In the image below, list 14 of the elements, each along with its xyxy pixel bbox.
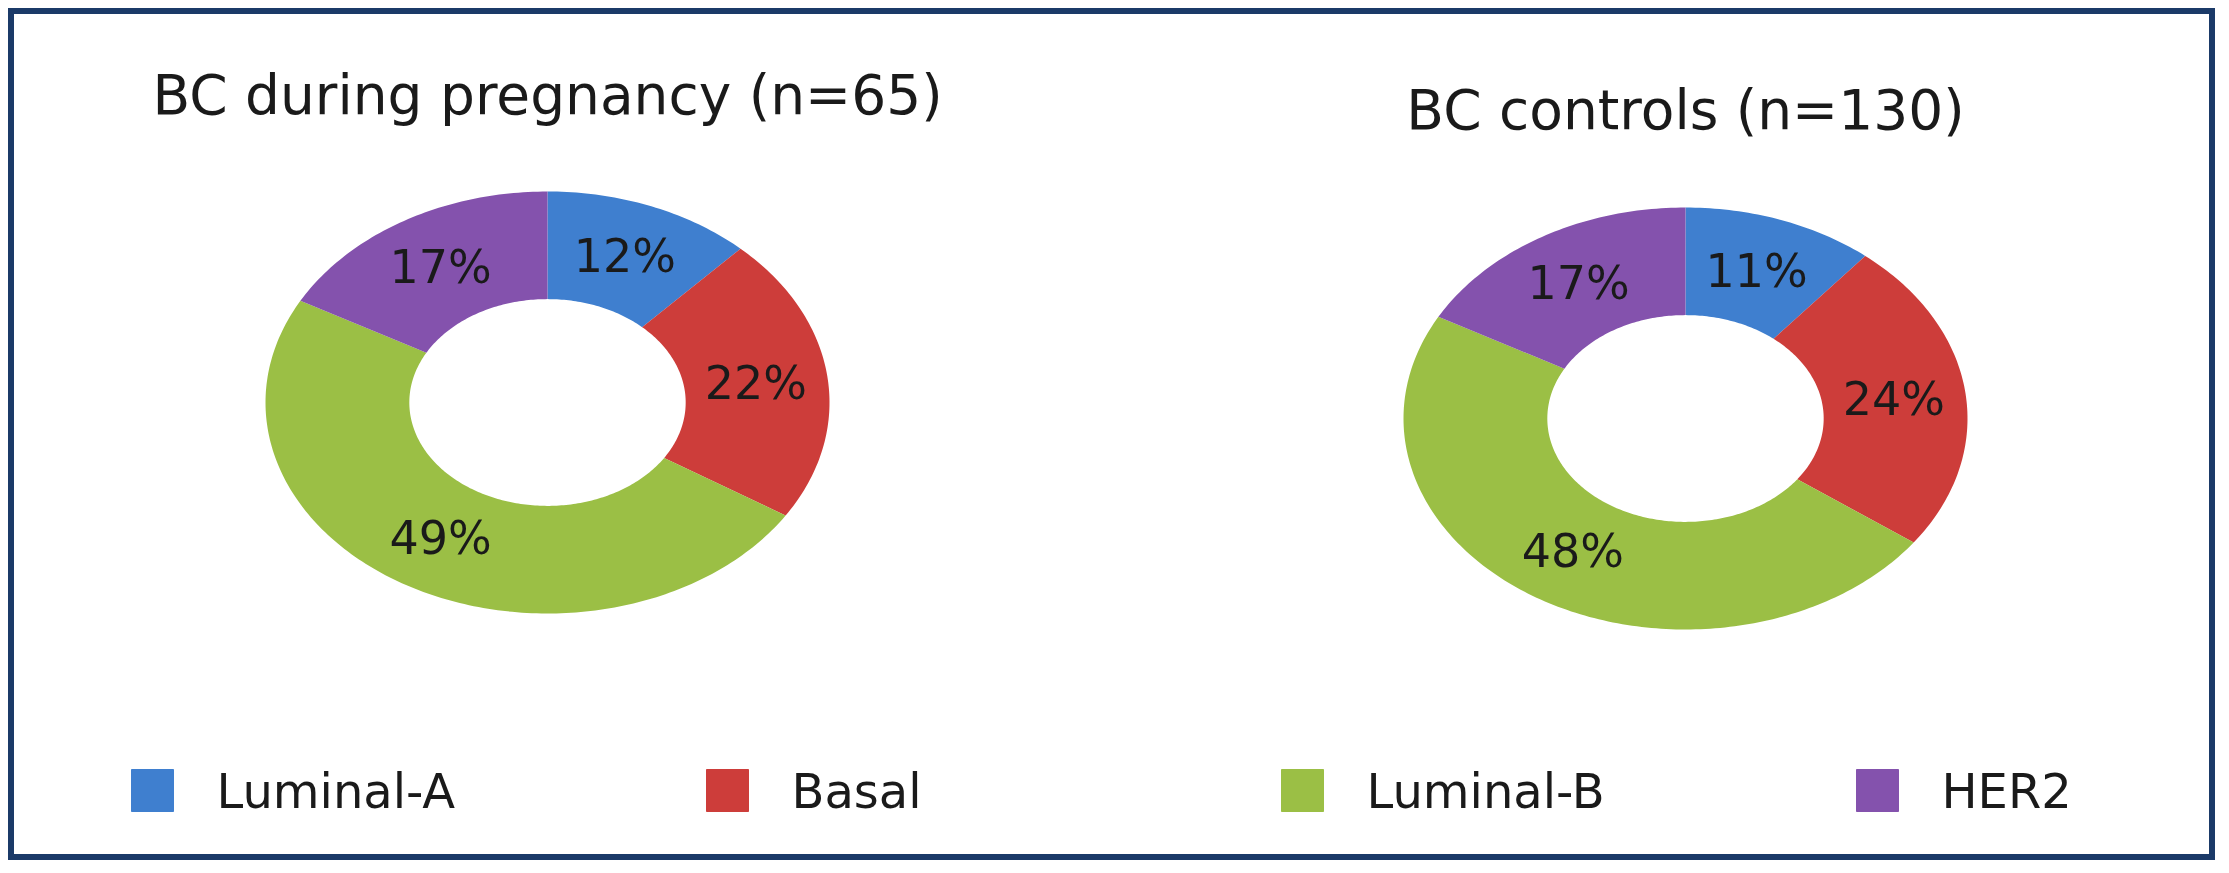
legend-label: Luminal-A — [216, 762, 456, 819]
slice-label: BC during pregnancy (n=65) — [152, 62, 943, 127]
legend-label: Basal — [791, 762, 922, 819]
data-label: 24% — [1842, 371, 1946, 426]
legend-label: HER2 — [1941, 762, 2072, 819]
data-label: 17% — [389, 240, 492, 295]
data-label: 49% — [389, 510, 492, 565]
data-label: 22% — [704, 355, 808, 410]
legend-label: Luminal-B — [1366, 762, 1605, 819]
slice-label: BC controls (n=130) — [1406, 77, 1965, 142]
data-label: 12% — [573, 229, 676, 284]
data-label: 17% — [1527, 256, 1630, 311]
data-label: 11% — [1705, 243, 1808, 298]
data-label: 48% — [1521, 524, 1625, 579]
